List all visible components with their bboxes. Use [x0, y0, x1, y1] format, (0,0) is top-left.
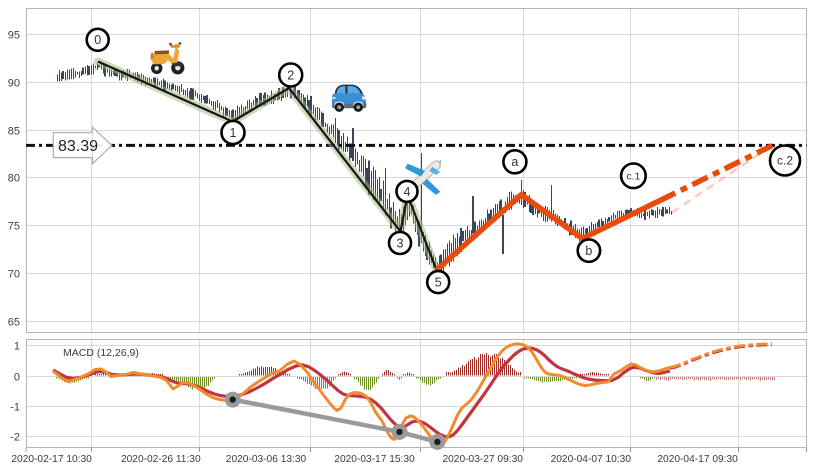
- svg-text:0: 0: [14, 371, 20, 383]
- svg-text:2020-04-07 10:30: 2020-04-07 10:30: [551, 454, 632, 465]
- svg-text:80: 80: [8, 172, 20, 184]
- svg-text:a: a: [511, 155, 518, 169]
- svg-text:-1: -1: [10, 401, 20, 413]
- svg-text:1: 1: [230, 126, 237, 140]
- svg-text:65: 65: [8, 316, 20, 328]
- svg-text:83.39: 83.39: [58, 138, 98, 155]
- svg-text:2020-04-17 09:30: 2020-04-17 09:30: [657, 454, 738, 465]
- svg-text:c.2: c.2: [777, 154, 793, 168]
- svg-text:75: 75: [8, 220, 20, 232]
- svg-text:85: 85: [8, 125, 20, 137]
- svg-text:2: 2: [287, 68, 294, 82]
- svg-text:MACD (12,26,9): MACD (12,26,9): [63, 347, 139, 359]
- svg-text:0: 0: [94, 33, 101, 47]
- svg-text:5: 5: [435, 276, 442, 290]
- svg-text:-2: -2: [10, 431, 20, 443]
- svg-text:70: 70: [8, 268, 20, 280]
- svg-text:1: 1: [14, 340, 20, 352]
- svg-text:90: 90: [8, 77, 20, 89]
- svg-text:2020-03-06 13:30: 2020-03-06 13:30: [226, 454, 307, 465]
- svg-text:2020-02-17 10:30: 2020-02-17 10:30: [11, 454, 92, 465]
- svg-text:c.1: c.1: [626, 171, 640, 183]
- svg-text:2020-03-17 15:30: 2020-03-17 15:30: [334, 454, 415, 465]
- svg-text:4: 4: [404, 185, 411, 199]
- svg-text:b: b: [585, 244, 592, 258]
- svg-text:2020-02-26 11:30: 2020-02-26 11:30: [121, 454, 201, 465]
- svg-text:2020-03-27 09:30: 2020-03-27 09:30: [442, 454, 523, 465]
- svg-text:3: 3: [397, 236, 404, 250]
- svg-text:95: 95: [8, 29, 20, 41]
